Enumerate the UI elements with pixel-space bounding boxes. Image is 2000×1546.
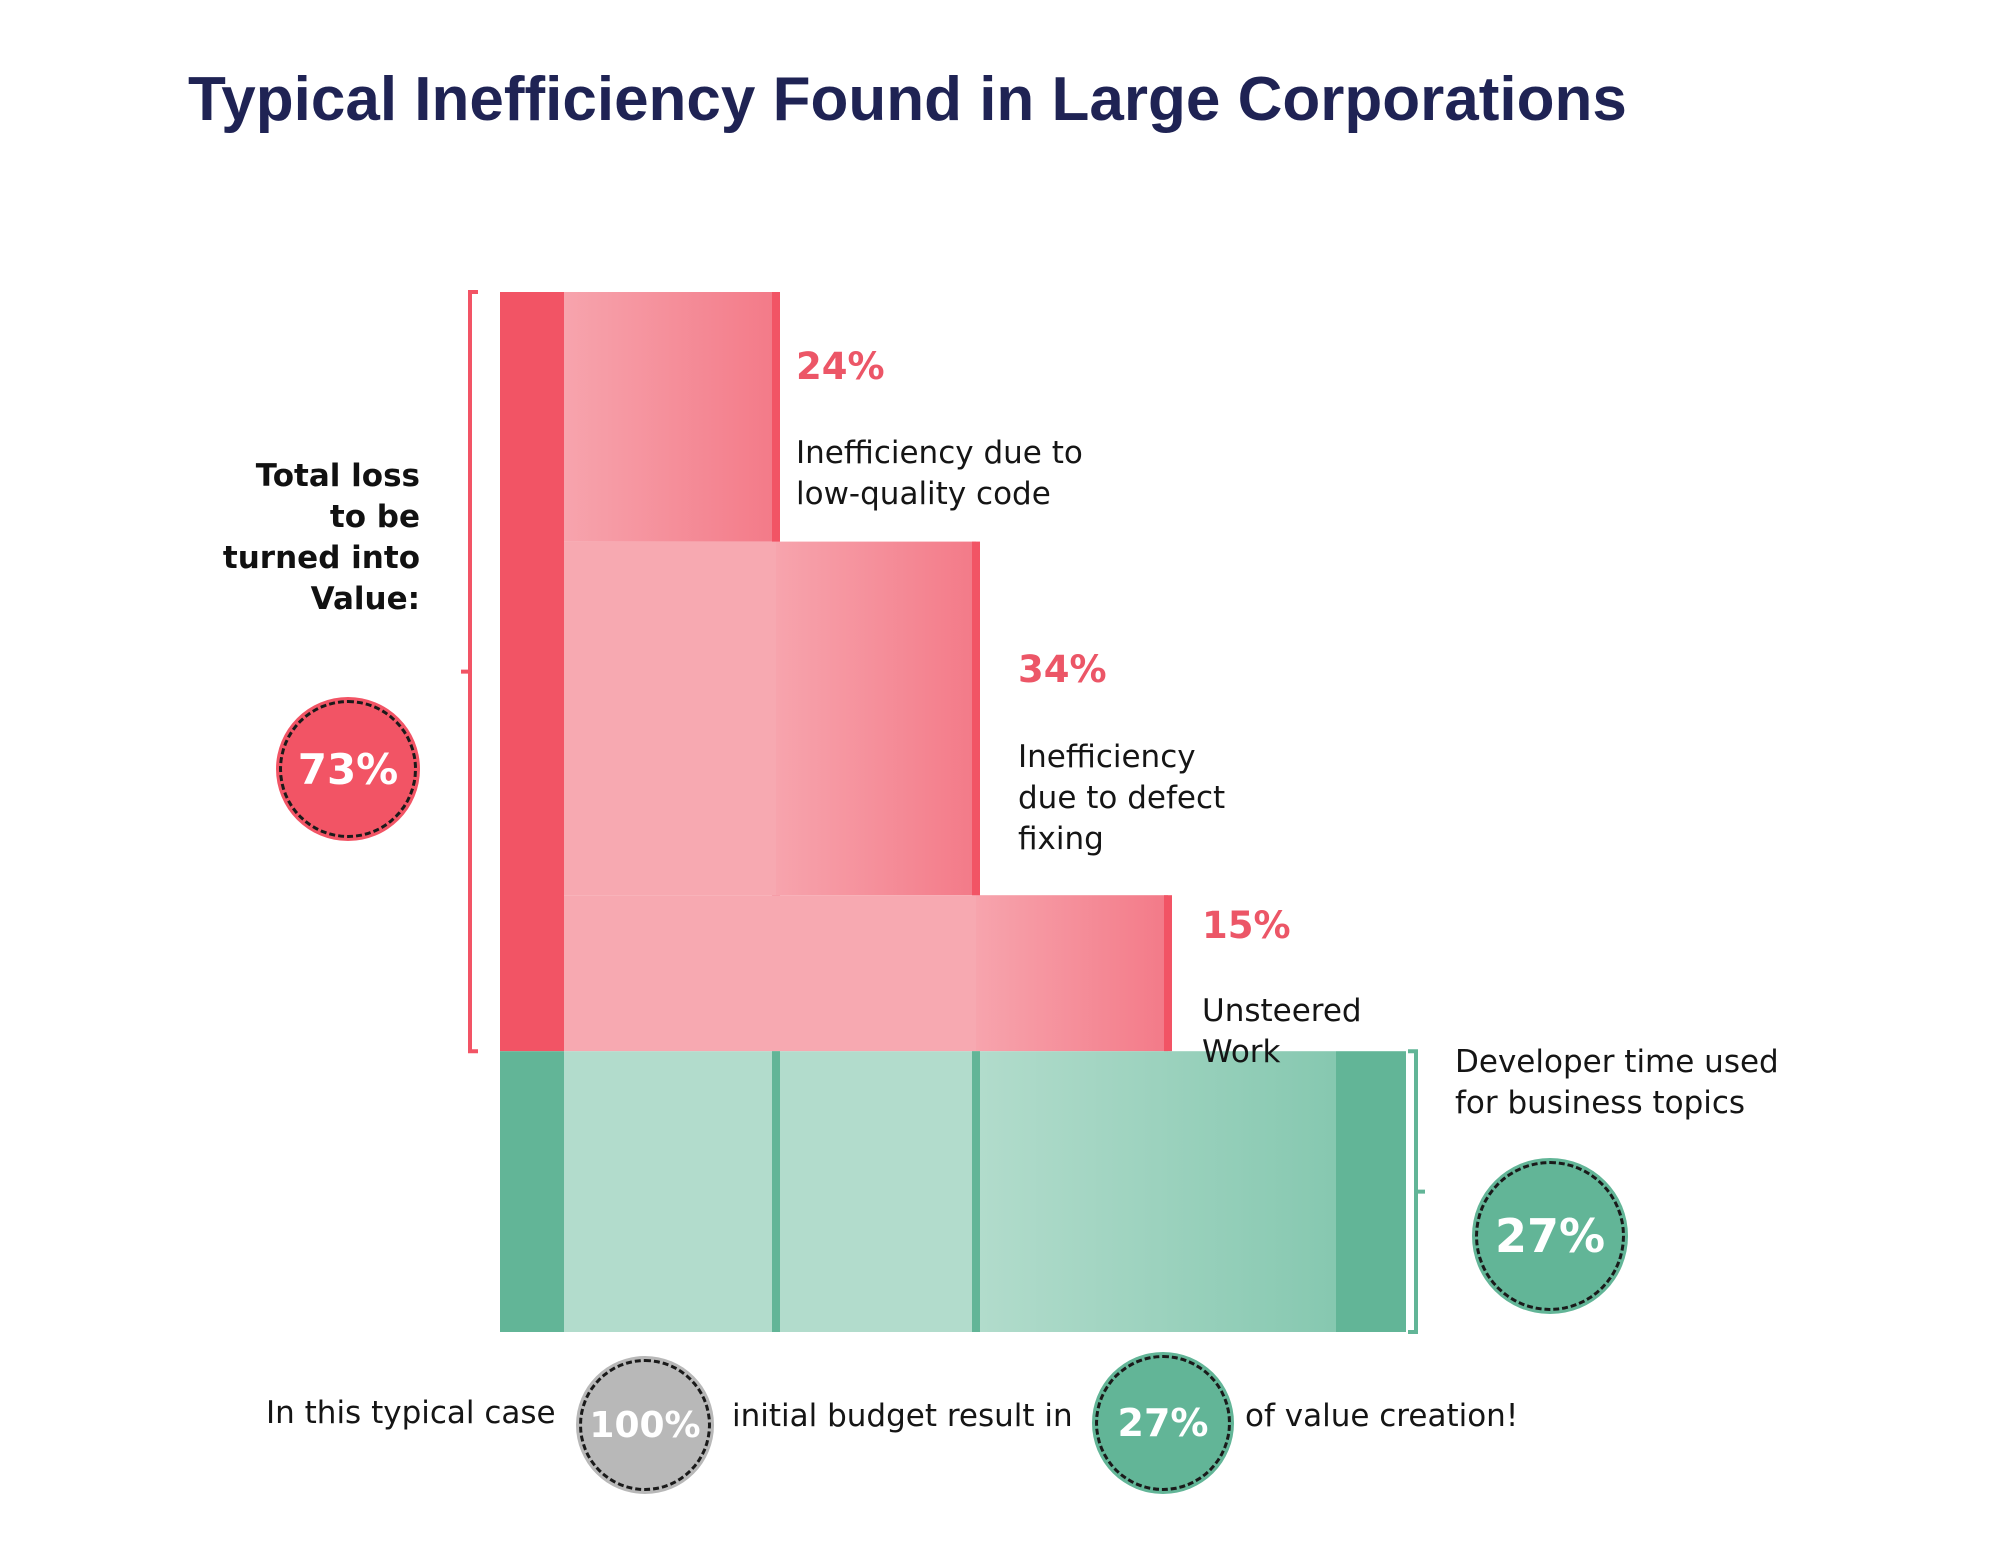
value-segment-bar <box>976 1051 1336 1332</box>
segment-3-label-text: Unsteered Work <box>1202 993 1362 1070</box>
footer-text-1: In this typical case <box>266 1395 556 1431</box>
loss-segment-3-bar <box>976 895 1168 1052</box>
loss-strip <box>500 292 564 1052</box>
footer-badge-value-creation: 27% <box>1092 1352 1234 1494</box>
segment-1-label: Inefficiency due to low-quality code <box>796 392 1096 515</box>
loss-segment-3-fill <box>564 895 976 1052</box>
segment-3-percent: 15% <box>1202 904 1291 947</box>
footer-badge-initial-budget: 100% <box>576 1356 714 1494</box>
value-segment-end <box>1336 1051 1406 1332</box>
loss-segment-1-bar <box>564 292 776 542</box>
total-loss-label: Total loss to be turned into Value: <box>222 458 420 617</box>
value-strip <box>500 1051 564 1332</box>
value-bracket <box>1408 1049 1425 1334</box>
loss-segment-3-edge <box>1164 895 1172 1052</box>
chart-bars <box>500 292 1406 1332</box>
footer-text-3: of value creation! <box>1245 1398 1519 1434</box>
loss-segment-2-fill <box>564 541 776 896</box>
value-divider-1 <box>772 1051 780 1332</box>
developer-time-label: Developer time used for business topics <box>1455 1044 1779 1121</box>
segment-1-percent: 24% <box>796 345 885 388</box>
segment-2-percent: 34% <box>1018 648 1107 691</box>
segment-1-label-text: Inefficiency due to low-quality code <box>796 435 1083 512</box>
value-divider-2 <box>972 1051 980 1332</box>
total-loss-badge: 73% <box>276 697 420 841</box>
segment-2-label-text: Inefficiency due to defect fixing <box>1018 739 1226 857</box>
loss-segment-2-bar <box>776 541 976 896</box>
chart-brackets <box>461 290 1425 1334</box>
value-segment-fill <box>564 1051 976 1332</box>
developer-time-badge: 27% <box>1472 1158 1628 1314</box>
footer-text-2: initial budget result in <box>732 1398 1073 1434</box>
loss-bracket <box>461 290 478 1054</box>
segment-3-label: Unsteered Work <box>1202 950 1372 1073</box>
loss-segment-2-edge <box>972 541 980 1052</box>
chart-title: Typical Inefficiency Found in Large Corp… <box>188 65 1627 134</box>
segment-2-label: Inefficiency due to defect fixing <box>1018 696 1248 860</box>
